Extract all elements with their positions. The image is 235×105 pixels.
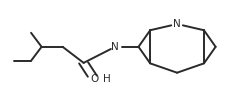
Text: N: N [173, 19, 181, 29]
Text: N: N [111, 42, 119, 52]
Text: O: O [90, 74, 98, 84]
Text: H: H [103, 74, 111, 84]
